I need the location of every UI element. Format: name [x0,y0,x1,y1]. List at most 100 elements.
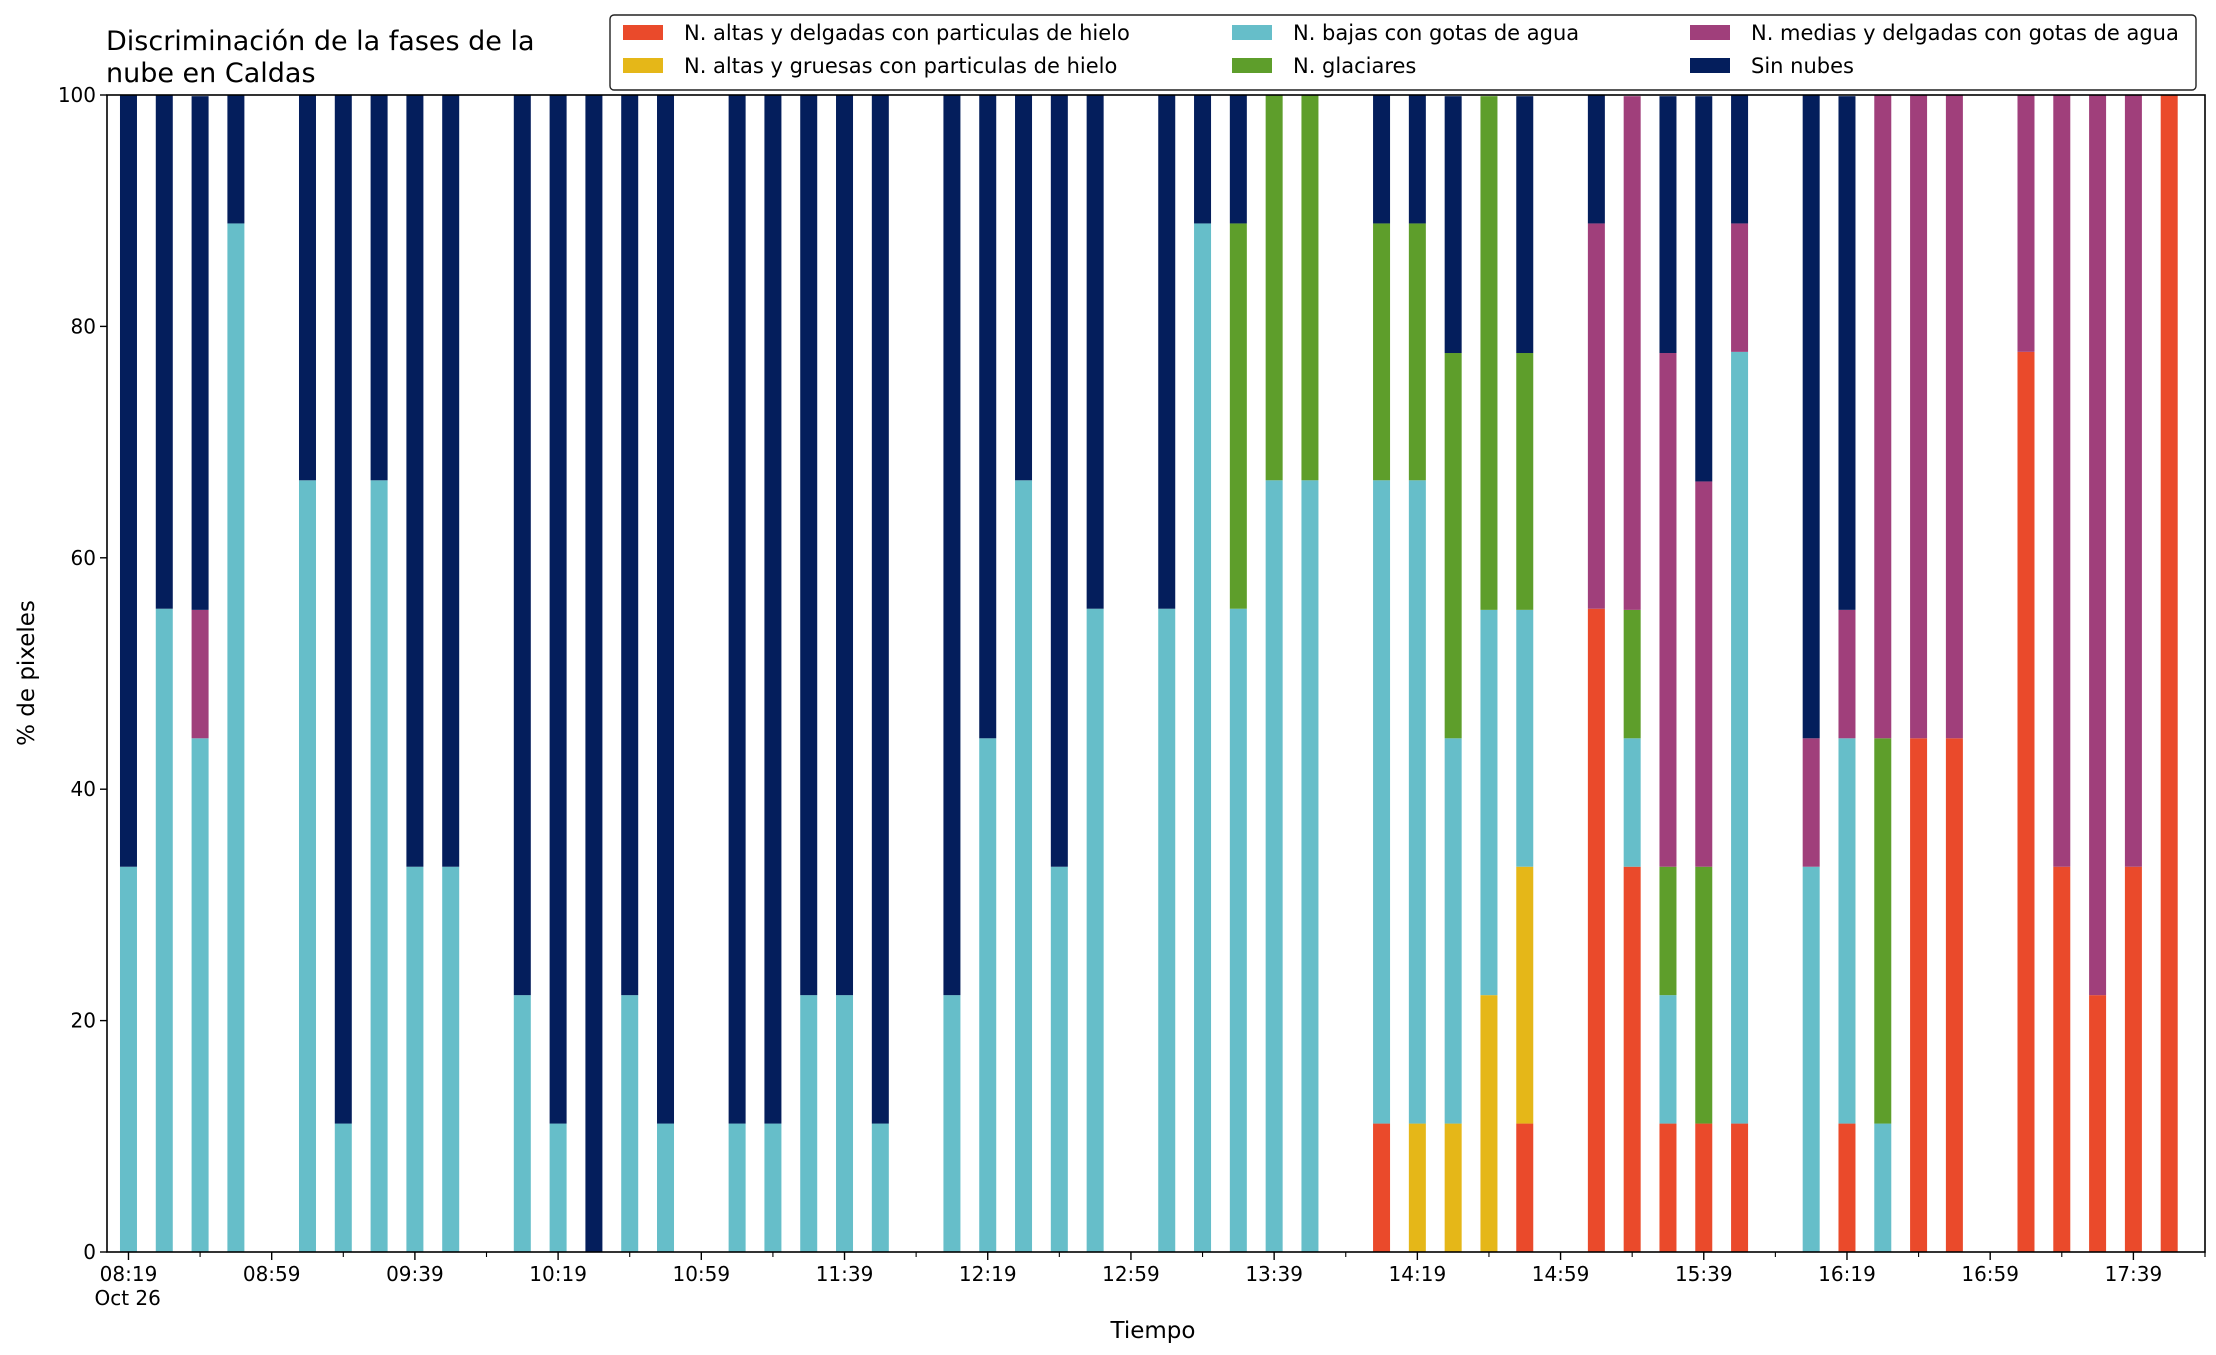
bar-segment-sin-nubes [871,95,889,1124]
bar-segment-n-bajas-con-gotas-de-agua [549,1123,567,1252]
legend-label-n-altas-y-delgadas-con-particulas-de-hielo: N. altas y delgadas con particulas de hi… [684,21,1130,45]
bar-segment-n-bajas-con-gotas-de-agua [334,1123,352,1252]
bar-segment-n-medias-y-delgadas-con-gotas-de-agua [1802,738,1820,867]
bar-segment-n-altas-y-delgadas-con-particulas-de-hielo [1838,1123,1856,1252]
bar-segment-sin-nubes [800,95,818,996]
bar-segment-sin-nubes [155,95,173,609]
bar-segment-n-bajas-con-gotas-de-agua [1444,738,1462,1124]
y-axis-label: % de pixeles [14,600,40,746]
x-tick-label: 12:19 [959,1262,1017,1286]
bar-segment-n-medias-y-delgadas-con-gotas-de-agua [1945,95,1963,739]
bar-segment-n-medias-y-delgadas-con-gotas-de-agua [2053,95,2071,867]
bar-segment-n-altas-y-gruesas-con-particulas-de-hielo [1444,1123,1462,1252]
bar-segment-n-bajas-con-gotas-de-agua [836,995,854,1252]
bar-segment-n-glaciares [1623,609,1641,739]
bar-segment-sin-nubes [1373,95,1391,224]
bar-segment-n-medias-y-delgadas-con-gotas-de-agua [1731,223,1749,352]
bar-segment-n-bajas-con-gotas-de-agua [1229,608,1247,1252]
bar-segment-n-altas-y-delgadas-con-particulas-de-hielo [1659,1123,1677,1252]
bar-segment-n-bajas-con-gotas-de-agua [657,1123,675,1252]
bar-segment-n-bajas-con-gotas-de-agua [1659,995,1677,1124]
x-tick-label: 11:39 [816,1262,874,1286]
bar-segment-n-glaciares [1229,223,1247,609]
y-tick-label: 20 [71,1009,96,1033]
bar-segment-n-altas-y-gruesas-con-particulas-de-hielo [1408,1123,1426,1252]
bar-segment-n-bajas-con-gotas-de-agua [1158,608,1176,1252]
bar-segment-n-bajas-con-gotas-de-agua [155,608,173,1252]
bar-segment-n-altas-y-delgadas-con-particulas-de-hielo [1910,738,1928,1252]
bar-segment-n-medias-y-delgadas-con-gotas-de-agua [2017,95,2035,352]
bar-segment-sin-nubes [764,95,782,1124]
bar-segment-n-altas-y-delgadas-con-particulas-de-hielo [2124,866,2142,1252]
bar-segment-sin-nubes [1229,95,1247,224]
bar-segment-n-bajas-con-gotas-de-agua [1802,866,1820,1252]
bar-segment-n-altas-y-delgadas-con-particulas-de-hielo [1695,1123,1713,1252]
legend-label-n-medias-y-delgadas-con-gotas-de-agua: N. medias y delgadas con gotas de agua [1751,21,2179,45]
x-tick-label: Oct 26 [94,1286,160,1310]
legend-swatch-n-altas-y-gruesas-con-particulas-de-hielo [623,58,663,73]
bar-segment-sin-nubes [406,95,424,867]
x-axis-label: Tiempo [1110,1318,1196,1344]
legend-label-sin-nubes: Sin nubes [1751,54,1854,78]
chart-title-line: nube en Caldas [106,58,316,89]
bar-segment-n-bajas-con-gotas-de-agua [728,1123,746,1252]
bar-segment-n-bajas-con-gotas-de-agua [191,738,209,1252]
bar-segment-n-bajas-con-gotas-de-agua [1874,1123,1892,1252]
bar-segment-sin-nubes [1194,95,1212,224]
x-tick-label: 08:19 [100,1262,158,1286]
bar-segment-n-glaciares [1695,866,1713,1124]
bar-segment-n-bajas-con-gotas-de-agua [871,1123,889,1252]
bar-segment-n-glaciares [1874,738,1892,1124]
bar-segment-sin-nubes [1659,96,1677,354]
bar-segment-n-glaciares [1408,223,1426,481]
bar-segment-n-bajas-con-gotas-de-agua [1623,738,1641,867]
bar-segment-n-medias-y-delgadas-con-gotas-de-agua [1587,223,1605,609]
x-tick-label: 08:59 [243,1262,301,1286]
bar-segment-sin-nubes [1731,95,1749,224]
bar-segment-n-glaciares [1516,353,1534,610]
bar-segment-sin-nubes [1444,96,1462,354]
bar-segment-sin-nubes [1695,96,1713,482]
bar-segment-n-altas-y-delgadas-con-particulas-de-hielo [1731,1123,1749,1252]
y-axis: 0 20 40 60 80 100 [58,83,107,1264]
bar-segment-sin-nubes [621,95,639,996]
bars-layer [119,95,2178,1253]
bar-segment-n-bajas-con-gotas-de-agua [1265,480,1283,1252]
bar-segment-n-bajas-con-gotas-de-agua [800,995,818,1252]
bar-segment-n-medias-y-delgadas-con-gotas-de-agua [2089,95,2107,996]
bar-segment-sin-nubes [513,95,531,996]
x-tick-label: 14:19 [1389,1262,1447,1286]
bar-segment-sin-nubes [728,95,746,1124]
bar-segment-sin-nubes [1050,95,1068,867]
bar-segment-sin-nubes [1086,95,1104,609]
bar-segment-n-bajas-con-gotas-de-agua [119,866,137,1252]
x-tick-label: 10:59 [672,1262,730,1286]
legend-swatch-n-medias-y-delgadas-con-gotas-de-agua [1690,25,1730,40]
y-tick-label: 100 [58,83,96,107]
bar-segment-sin-nubes [298,95,316,481]
x-tick-label: 16:59 [1961,1262,2019,1286]
bar-segment-n-medias-y-delgadas-con-gotas-de-agua [1838,609,1856,739]
y-tick-label: 0 [83,1240,96,1264]
bar-segment-n-glaciares [1659,866,1677,996]
plot-frame [106,94,2206,1253]
bar-segment-n-altas-y-delgadas-con-particulas-de-hielo [1373,1123,1391,1252]
bar-segment-sin-nubes [657,95,675,1124]
bar-segment-sin-nubes [549,95,567,1124]
bar-segment-sin-nubes [1802,95,1820,739]
bar-segment-n-glaciares [1373,223,1391,481]
bar-segment-sin-nubes [334,95,352,1124]
x-tick-label: 09:39 [386,1262,444,1286]
bar-segment-n-bajas-con-gotas-de-agua [1301,480,1319,1252]
bar-segment-sin-nubes [585,95,603,1252]
bar-segment-n-medias-y-delgadas-con-gotas-de-agua [2124,95,2142,867]
bar-segment-n-medias-y-delgadas-con-gotas-de-agua [1910,95,1928,739]
bar-segment-n-bajas-con-gotas-de-agua [1838,738,1856,1124]
bar-segment-sin-nubes [836,95,854,996]
bar-segment-sin-nubes [1158,95,1176,609]
bar-segment-sin-nubes [1408,95,1426,224]
bar-segment-n-altas-y-delgadas-con-particulas-de-hielo [1516,1123,1534,1252]
bar-segment-n-medias-y-delgadas-con-gotas-de-agua [1659,353,1677,867]
bar-segment-n-bajas-con-gotas-de-agua [1015,480,1033,1252]
